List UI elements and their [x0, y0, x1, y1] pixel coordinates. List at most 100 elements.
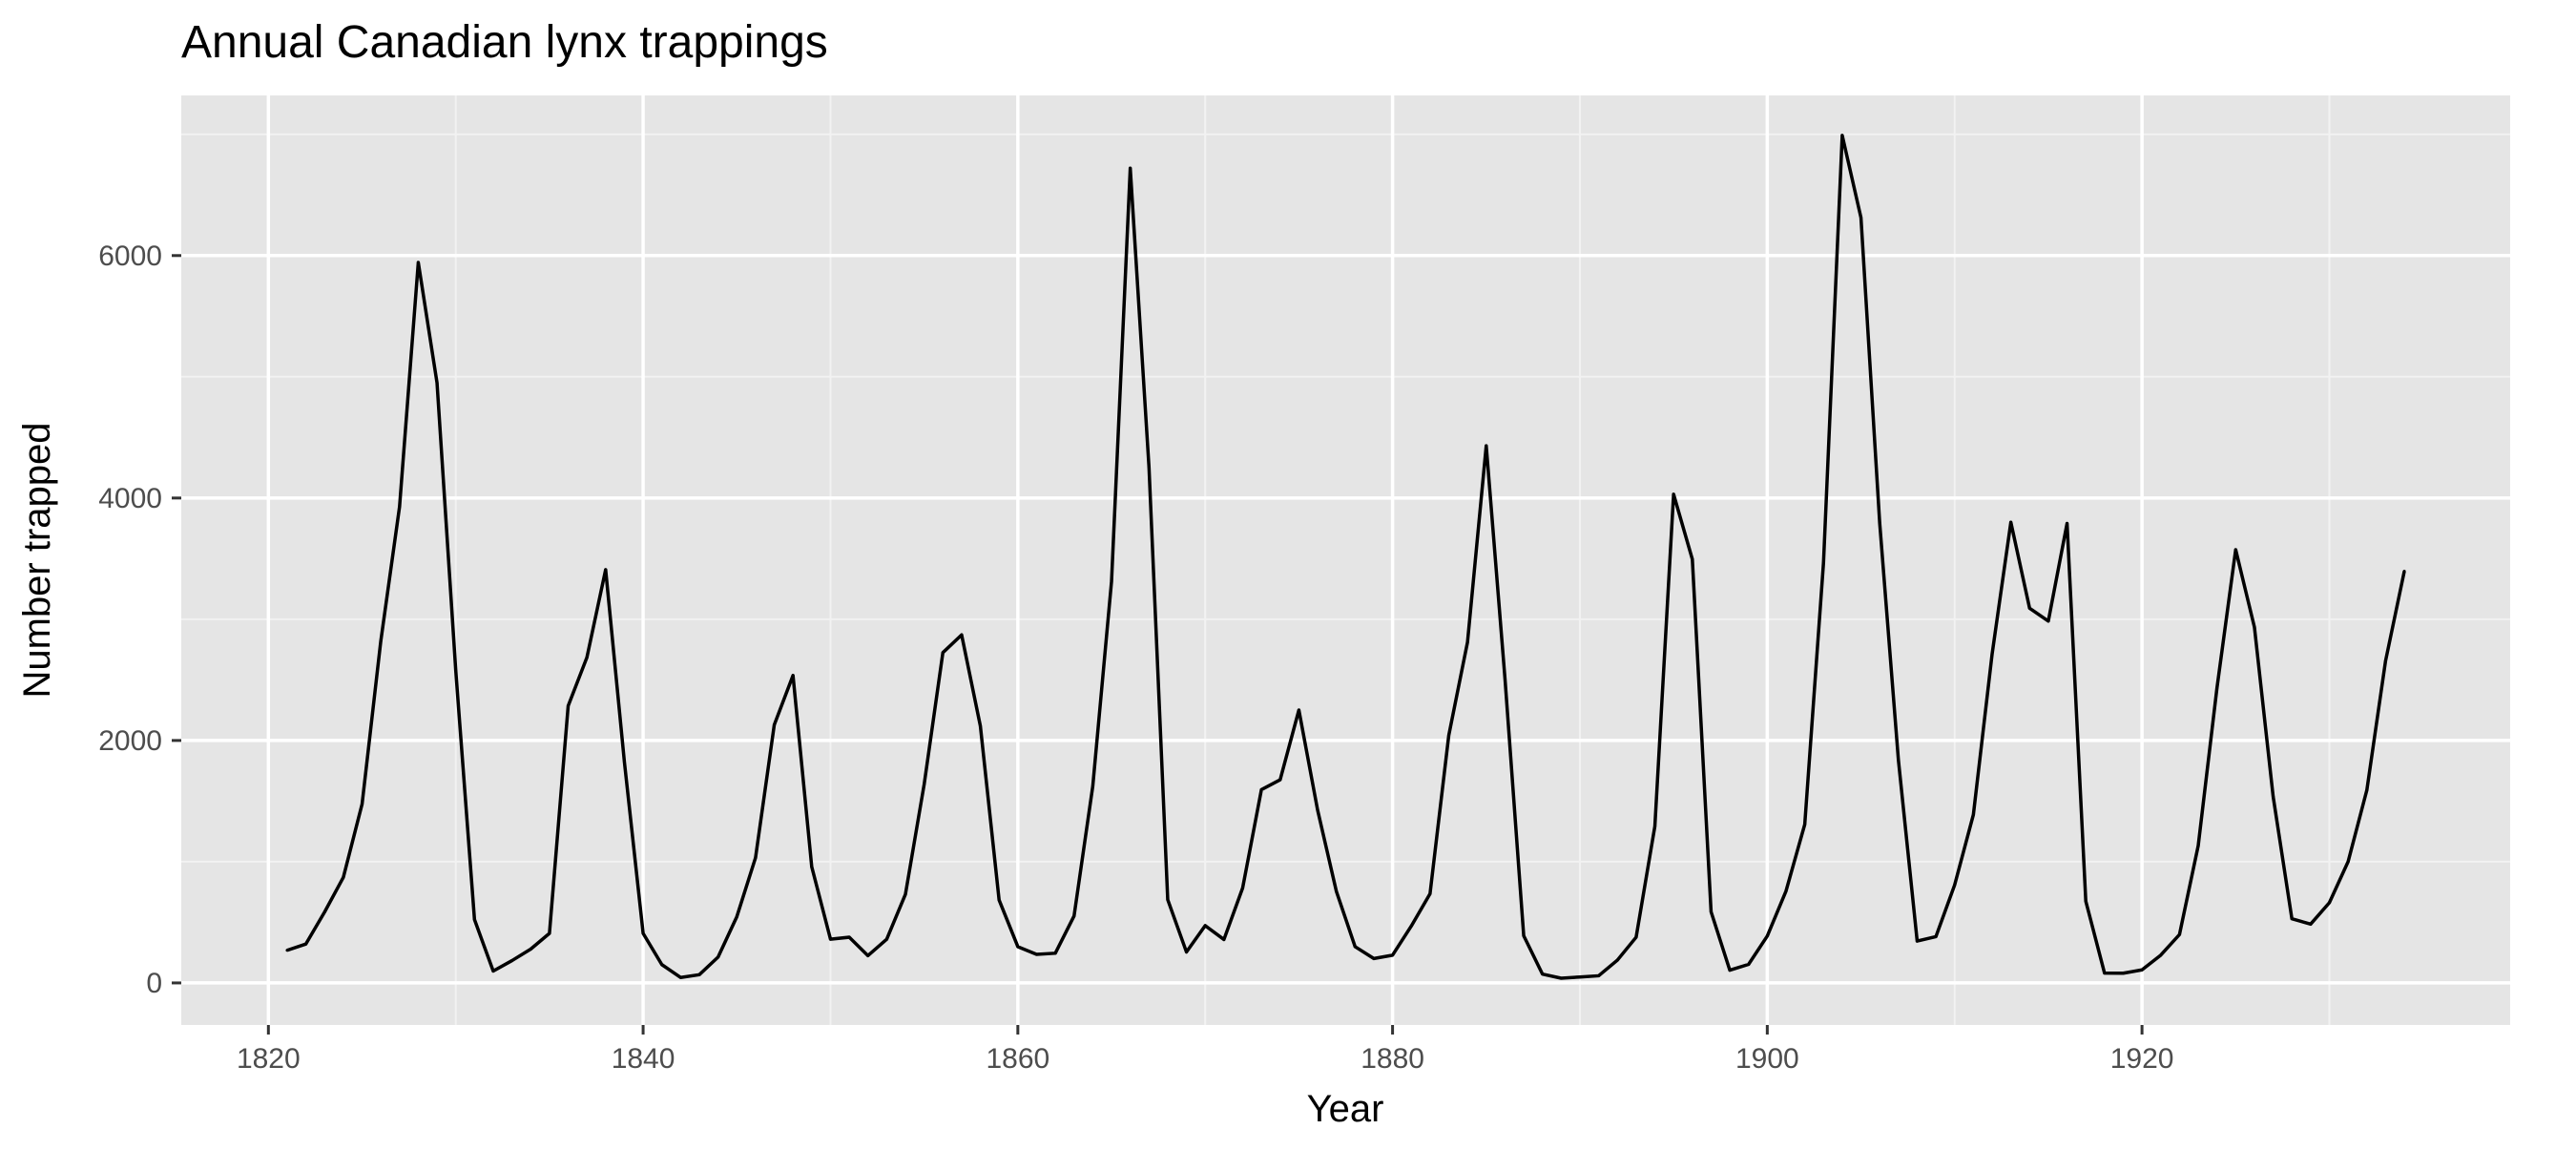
data-point [641, 931, 645, 935]
data-point [1278, 778, 1282, 782]
data-point [660, 963, 664, 967]
data-point [1335, 889, 1339, 893]
data-point [361, 803, 364, 806]
data-point [1428, 891, 1432, 895]
x-tick-label: 1840 [612, 1043, 675, 1075]
y-tick-label: 0 [146, 968, 162, 999]
data-point [1747, 963, 1751, 966]
data-point [342, 875, 345, 879]
data-point [2365, 788, 2369, 792]
data-point [2084, 899, 2088, 903]
data-point [1372, 956, 1376, 960]
data-point [1353, 945, 1357, 949]
data-point [847, 935, 851, 939]
y-axis: 0 2000 4000 6000 [98, 240, 181, 999]
data-point [1915, 939, 1919, 943]
data-point [1672, 492, 1675, 496]
y-tick-label: 4000 [98, 483, 162, 514]
data-point [1503, 677, 1506, 680]
data-point [2159, 953, 2163, 957]
data-point [2309, 922, 2313, 926]
data-point [1803, 823, 1807, 826]
data-point [828, 937, 832, 941]
data-series [285, 134, 2406, 980]
data-point [1034, 952, 1038, 956]
data-point [1447, 734, 1451, 738]
data-point [1185, 951, 1189, 954]
data-point [754, 856, 758, 860]
data-point [379, 639, 383, 643]
data-point [604, 568, 608, 572]
data-point [1953, 883, 1957, 887]
plot-panel [181, 95, 2510, 1025]
data-point [960, 633, 964, 637]
chart-title: Annual Canadian lynx trappings [181, 17, 828, 68]
data-point [2009, 520, 2013, 524]
x-tick-label: 1880 [1361, 1043, 1424, 1075]
data-point [1971, 813, 1975, 817]
data-point [2121, 972, 2125, 975]
data-point [1240, 886, 1244, 889]
data-point [398, 505, 402, 509]
minor-gridlines [181, 95, 2510, 1025]
data-point [1053, 951, 1057, 955]
data-point [1634, 935, 1638, 939]
data-point [529, 948, 532, 951]
data-point [1147, 466, 1151, 470]
data-point [2346, 860, 2350, 864]
data-point [2233, 548, 2237, 552]
data-point [622, 760, 626, 763]
data-point [791, 674, 795, 678]
data-point [2196, 844, 2200, 847]
data-point [2027, 606, 2031, 610]
data-point [2177, 932, 2181, 936]
data-point [1653, 825, 1657, 828]
data-point [1072, 914, 1076, 918]
data-point [1541, 972, 1545, 976]
data-point [472, 918, 476, 921]
data-point [416, 261, 420, 264]
data-point [678, 975, 682, 979]
data-point [1897, 759, 1901, 763]
data-point [866, 953, 870, 957]
data-point [735, 915, 738, 919]
data-point [979, 724, 983, 728]
data-point [2290, 917, 2294, 921]
data-point [1784, 889, 1788, 893]
data-point [923, 783, 926, 786]
data-point [491, 969, 495, 972]
data-point [1391, 953, 1395, 957]
data-point [1203, 924, 1207, 928]
data-point [2215, 686, 2219, 690]
major-gridlines [181, 95, 2510, 1025]
data-point [1840, 134, 1844, 137]
data-point [1878, 521, 1881, 525]
data-point [697, 972, 701, 976]
data-point [1297, 708, 1300, 712]
data-point [2140, 968, 2144, 972]
data-point [1934, 934, 1938, 938]
data-point [2046, 619, 2050, 623]
data-point [2103, 972, 2107, 975]
data-point [884, 937, 888, 941]
data-point [810, 865, 814, 868]
data-point [1485, 444, 1488, 448]
x-axis: 1820 1840 1860 1880 1900 1920 [237, 1025, 2173, 1075]
data-point [1765, 934, 1769, 938]
data-point [1691, 557, 1694, 561]
y-axis-title: Number trapped [16, 422, 58, 698]
data-point [1465, 640, 1469, 644]
data-point [567, 704, 571, 708]
data-point [2253, 625, 2256, 629]
data-point [454, 669, 458, 673]
data-point [1091, 784, 1094, 788]
data-point [1409, 924, 1413, 928]
data-point [1222, 937, 1226, 941]
data-point [322, 910, 326, 914]
data-point [1559, 976, 1563, 980]
data-point [2272, 795, 2275, 799]
data-point [1016, 945, 1020, 949]
data-point [773, 723, 777, 726]
